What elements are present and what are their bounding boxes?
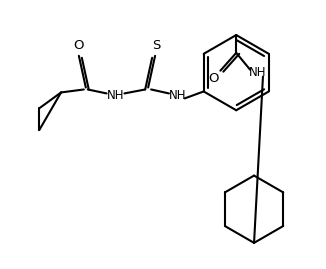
Text: S: S: [152, 40, 160, 52]
Text: NH: NH: [107, 89, 124, 102]
Text: NH: NH: [249, 66, 267, 79]
Text: NH: NH: [169, 89, 186, 102]
Text: O: O: [74, 40, 84, 52]
Text: O: O: [208, 72, 219, 85]
